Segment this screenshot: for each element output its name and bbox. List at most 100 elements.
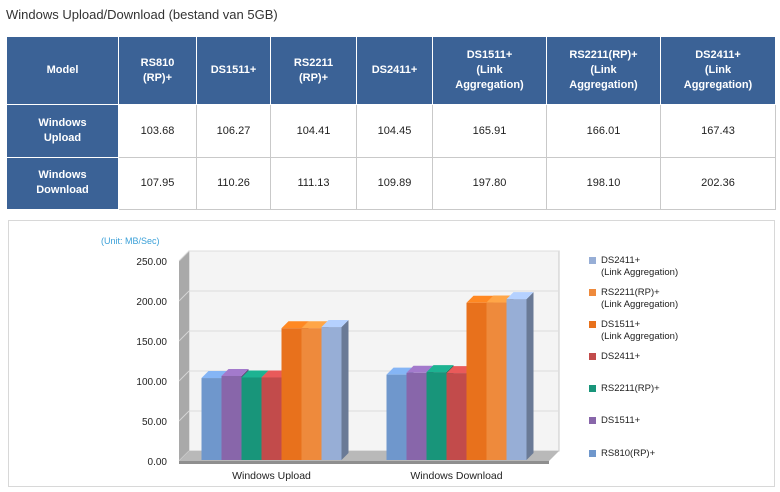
y-tick-label: 150.00 bbox=[136, 337, 167, 348]
bar bbox=[301, 328, 322, 460]
legend-label: DS1511+ (Link Aggregation) bbox=[601, 319, 679, 342]
table-cell: 109.89 bbox=[356, 156, 433, 210]
table-row: Windows Upload 103.68 106.27 104.41 104.4… bbox=[6, 104, 776, 158]
column-header: RS2211 (RP)+ bbox=[270, 36, 357, 105]
bar bbox=[426, 372, 447, 460]
bar bbox=[486, 302, 507, 460]
bar-top bbox=[301, 321, 329, 329]
header-line: DS2411+ bbox=[371, 64, 418, 76]
bar-side bbox=[526, 292, 534, 460]
header-line: Aggregation) bbox=[569, 79, 638, 91]
legend-label: DS1511+ bbox=[601, 415, 641, 426]
gridline bbox=[178, 290, 190, 302]
table-corner-header: Model bbox=[6, 36, 119, 105]
column-header: RS810 (RP)+ bbox=[118, 36, 197, 105]
header-line: RS2211(RP)+ bbox=[569, 49, 638, 61]
table-cell: 167.43 bbox=[660, 104, 776, 158]
y-tick-label: 50.00 bbox=[142, 417, 167, 428]
header-line: (RP)+ bbox=[298, 71, 329, 84]
benchmark-table: Model RS810 (RP)+ DS1511+ RS2211 (RP)+ DS2… bbox=[6, 36, 776, 210]
legend-swatch bbox=[589, 450, 596, 457]
bar-top bbox=[321, 320, 349, 328]
column-header: RS2211(RP)+ (Link Aggregation) bbox=[546, 36, 661, 105]
row-header-line: Download bbox=[36, 184, 89, 197]
y-tick-label: 250.00 bbox=[136, 257, 167, 268]
table-cell: 103.68 bbox=[118, 104, 197, 158]
bar bbox=[201, 378, 222, 460]
chart-side-wall bbox=[179, 251, 189, 461]
y-tick-label: 100.00 bbox=[136, 377, 167, 388]
bar-top bbox=[426, 365, 454, 373]
bar bbox=[406, 372, 427, 460]
legend-label: RS2211(RP)+ bbox=[601, 383, 660, 394]
column-header: DS1511+ bbox=[196, 36, 271, 105]
y-tick-label: 200.00 bbox=[136, 297, 167, 308]
row-header-line: Windows bbox=[38, 169, 87, 182]
table-cell: 104.45 bbox=[356, 104, 433, 158]
header-line: (Link bbox=[590, 64, 617, 76]
row-header-line: Upload bbox=[43, 131, 82, 144]
legend-label: RS2211(RP)+ (Link Aggregation) bbox=[601, 287, 679, 310]
bar bbox=[241, 377, 262, 460]
corner-label: Model bbox=[46, 64, 79, 76]
gridline bbox=[178, 370, 190, 382]
legend-label: DS2411+ bbox=[601, 351, 641, 362]
bar-top bbox=[466, 295, 494, 303]
table-cell: 166.01 bbox=[546, 104, 661, 158]
legend-swatch bbox=[589, 321, 596, 328]
legend-swatch bbox=[589, 289, 596, 296]
bar bbox=[221, 375, 242, 460]
table-row: Windows Download 107.95 110.26 111.13 109… bbox=[6, 156, 776, 210]
table-header-row: Model RS810 (RP)+ DS1511+ RS2211 (RP)+ DS2… bbox=[6, 36, 776, 105]
row-header-line: Windows bbox=[38, 116, 87, 129]
chart-panel: (Unit: MB/Sec) 0.00 50.00 100.00 150.00 200.… bbox=[8, 220, 775, 487]
row-header: Windows Download bbox=[6, 156, 119, 210]
header-line: Aggregation) bbox=[683, 79, 753, 91]
header-line: (Link bbox=[476, 64, 503, 76]
table-cell: 107.95 bbox=[118, 156, 197, 210]
page-title: Windows Upload/Download (bestand van 5GB… bbox=[6, 7, 278, 22]
bar bbox=[281, 328, 302, 460]
legend-swatch bbox=[589, 417, 596, 424]
column-header: DS1511+ (Link Aggregation) bbox=[432, 36, 547, 105]
bar bbox=[261, 377, 282, 460]
bar-top bbox=[221, 368, 249, 376]
legend-label: RS810(RP)+ bbox=[601, 448, 656, 459]
table-cell: 202.36 bbox=[660, 156, 776, 210]
chart-floor-edge bbox=[179, 461, 549, 464]
gridline bbox=[178, 410, 190, 422]
bar bbox=[506, 299, 527, 460]
row-header: Windows Upload bbox=[6, 104, 119, 158]
legend-swatch bbox=[589, 353, 596, 360]
table-cell: 106.27 bbox=[196, 104, 271, 158]
table-cell: 198.10 bbox=[546, 156, 661, 210]
bar-top bbox=[281, 321, 309, 329]
bar bbox=[321, 327, 342, 460]
legend-swatch bbox=[589, 385, 596, 392]
table-cell: 165.91 bbox=[432, 104, 547, 158]
header-line: Aggregation) bbox=[455, 79, 524, 91]
table-cell: 104.41 bbox=[270, 104, 357, 158]
header-line: RS810 bbox=[140, 56, 175, 69]
unit-label: (Unit: MB/Sec) bbox=[101, 236, 160, 246]
x-tick-label: Windows Download bbox=[410, 470, 502, 482]
header-line: RS2211 bbox=[293, 56, 334, 69]
header-line: (RP)+ bbox=[142, 71, 173, 84]
bar bbox=[386, 374, 407, 460]
bar-side bbox=[341, 320, 349, 460]
table-cell: 111.13 bbox=[270, 156, 357, 210]
x-tick-label: Windows Upload bbox=[232, 470, 311, 482]
header-line: DS2411+ bbox=[695, 49, 741, 61]
table-cell: 197.80 bbox=[432, 156, 547, 210]
gridline bbox=[178, 250, 190, 262]
y-tick-label: 0.00 bbox=[148, 457, 168, 468]
column-header: DS2411+ (Link Aggregation) bbox=[660, 36, 776, 105]
bar bbox=[446, 373, 467, 460]
column-header: DS2411+ bbox=[356, 36, 433, 105]
bar-top bbox=[241, 370, 269, 378]
header-line: DS1511+ bbox=[210, 64, 257, 76]
header-line: DS1511+ bbox=[466, 49, 513, 61]
bar bbox=[466, 302, 487, 460]
bar-top bbox=[506, 292, 534, 300]
chart-legend: DS2411+ (Link Aggregation) RS2211(RP)+ (Lin… bbox=[589, 255, 769, 470]
